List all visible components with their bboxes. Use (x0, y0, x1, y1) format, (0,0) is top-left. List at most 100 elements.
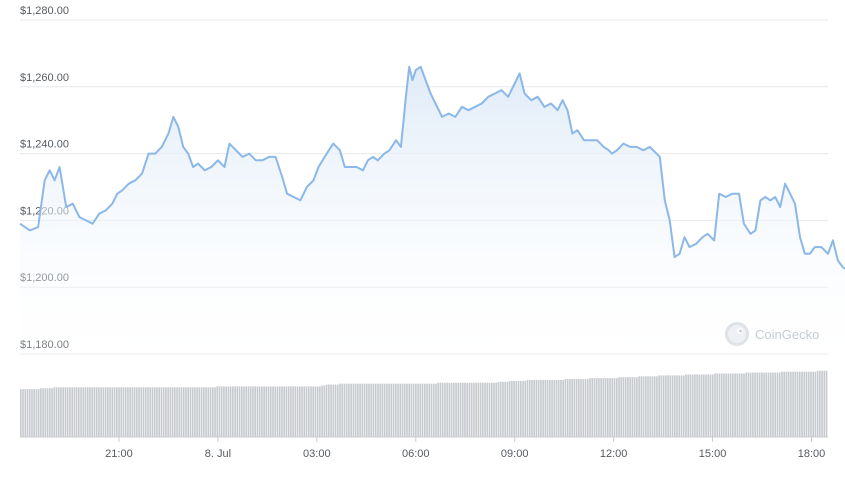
watermark-label: CoinGecko (755, 327, 819, 342)
volume-bar (26, 389, 29, 437)
volume-bar (611, 378, 614, 437)
volume-bar (354, 383, 357, 437)
volume-bar (446, 382, 448, 437)
volume-bar (120, 387, 123, 437)
volume-bar (388, 383, 390, 437)
volume-bar (55, 387, 58, 437)
volume-bar (582, 379, 585, 437)
volume-bar (218, 386, 221, 437)
volume-bar (816, 370, 819, 437)
volume-bar (569, 379, 571, 437)
volume-bar (825, 370, 828, 437)
volume-bar (243, 386, 245, 437)
volume-bar (441, 382, 444, 437)
volume-bar (124, 387, 127, 437)
volume-bar (301, 386, 303, 437)
volume-bar (51, 388, 53, 437)
volume-bar (370, 383, 373, 437)
volume-bar (258, 386, 261, 437)
volume-bar (261, 386, 263, 437)
volume-bar (332, 384, 335, 437)
volume-bar (803, 371, 806, 437)
volume-bar (778, 372, 781, 437)
volume-bar (761, 372, 763, 437)
volume-bar (93, 387, 96, 437)
volume-bars (20, 370, 828, 438)
volume-bar (718, 373, 721, 437)
volume-bar (178, 387, 181, 437)
volume-bar (758, 372, 761, 437)
volume-bar (113, 387, 116, 437)
volume-bar (615, 378, 618, 437)
volume-bar (604, 378, 607, 437)
volume-bar (294, 386, 297, 437)
volume-bar (28, 389, 31, 437)
volume-bar (136, 387, 138, 437)
volume-bar (513, 380, 515, 437)
volume-bar (35, 389, 38, 437)
volume-bar (53, 387, 56, 437)
volume-bar (406, 383, 408, 437)
volume-bar (283, 386, 286, 437)
x-axis-ticks: 21:00 8. Jul 03:00 06:00 09:00 12:00 15:00 18:0… (105, 437, 825, 460)
volume-bar (807, 371, 810, 437)
volume-bar (593, 378, 596, 437)
volume-bar (660, 375, 663, 437)
volume-bar (571, 379, 573, 437)
volume-bar (374, 383, 377, 437)
volume-bar (377, 383, 379, 437)
volume-bar (140, 387, 143, 437)
volume-bar (392, 383, 395, 437)
volume-bar (227, 386, 230, 437)
volume-bar (234, 386, 236, 437)
volume-bar (75, 387, 78, 437)
volume-bar (819, 370, 821, 437)
volume-bar (707, 374, 710, 437)
volume-bar (352, 383, 355, 437)
volume-bar (658, 375, 660, 437)
volume-bar (459, 382, 462, 437)
volume-bar (640, 376, 643, 437)
volume-bar (60, 387, 62, 437)
volume-bar (24, 389, 27, 437)
volume-bar (564, 379, 567, 437)
volume-bar (586, 379, 589, 437)
volume-bar (548, 379, 551, 437)
volume-bar (607, 378, 609, 437)
volume-bar (57, 387, 60, 437)
volume-bar (678, 375, 681, 437)
volume-bar (682, 375, 685, 437)
volume-bar (22, 389, 24, 437)
volume-bar (517, 380, 520, 437)
volume-bar (245, 386, 248, 437)
volume-bar (752, 372, 754, 437)
volume-bar (689, 374, 692, 437)
volume-bar (457, 382, 460, 437)
volume-bar (448, 382, 451, 437)
volume-bar (687, 374, 690, 437)
volume-bar (232, 386, 234, 437)
volume-bar (490, 382, 493, 437)
y-tick-label: $1,240.00 (20, 139, 69, 151)
volume-bar (676, 375, 678, 437)
volume-bar (319, 386, 321, 437)
volume-bar (749, 372, 752, 437)
volume-bar (455, 382, 457, 437)
volume-bar (196, 387, 198, 437)
volume-bar (662, 375, 665, 437)
volume-bar (557, 379, 560, 437)
volume-bar (482, 382, 484, 437)
volume-bar (511, 380, 513, 437)
volume-bar (78, 387, 80, 437)
volume-bar (401, 383, 404, 437)
volume-bar (486, 382, 489, 437)
volume-bar (142, 387, 145, 437)
volume-bar (696, 374, 698, 437)
volume-bar (133, 387, 136, 437)
volume-bar (207, 387, 210, 437)
volume-bar (484, 382, 486, 437)
volume-bar (716, 373, 719, 437)
volume-bar (368, 383, 370, 437)
volume-bar (100, 387, 102, 437)
volume-bar (225, 386, 227, 437)
